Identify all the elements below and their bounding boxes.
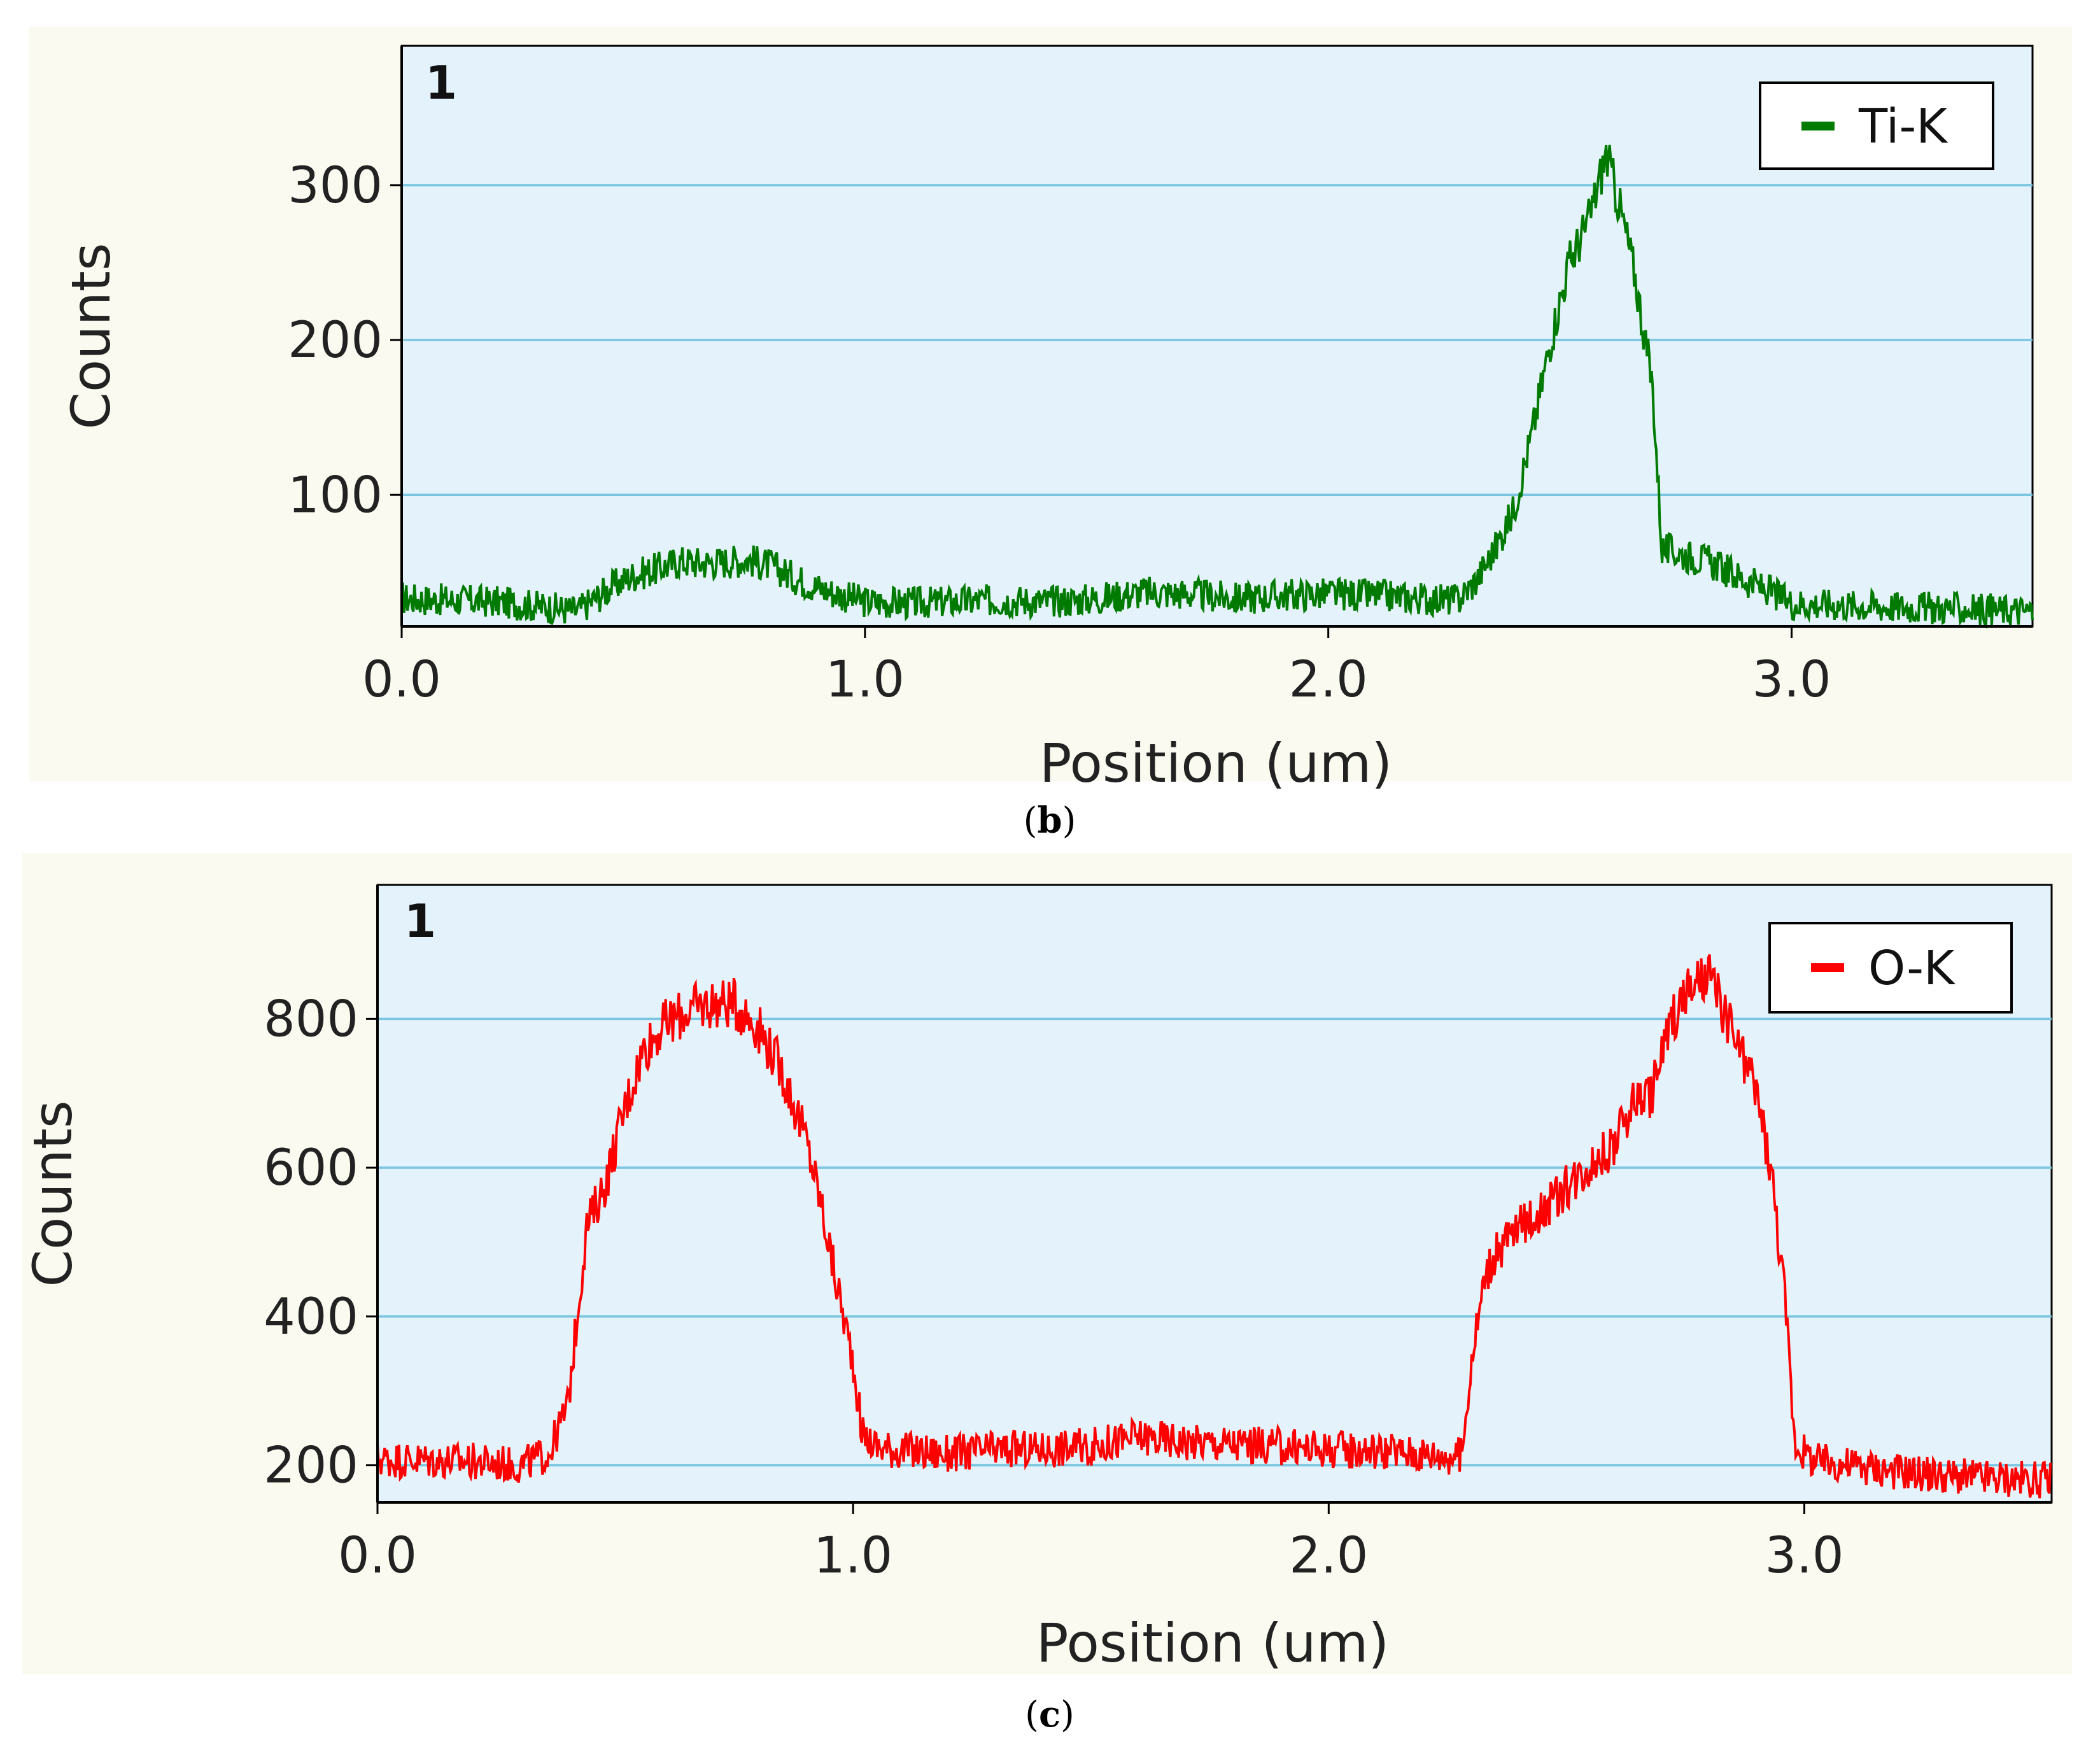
x-tick-label-c-0: 0.0 (338, 1527, 417, 1585)
panel-number-b: 1 (425, 56, 457, 110)
y-tick-label-c-0: 200 (264, 1438, 358, 1495)
caption-letter-c: c (1039, 1693, 1061, 1735)
caption-letter-b: b (1037, 800, 1062, 842)
x-ticks-b: 0.0 1.0 2.0 3.0 (362, 626, 1831, 709)
y-ticks-b: 100 200 300 (288, 157, 402, 524)
x-axis-title-c: Position (um) (1036, 1612, 1389, 1674)
y-tick-label-c-1: 400 (264, 1289, 358, 1346)
chart-panel-b: 0.0 1.0 2.0 3.0 100 200 300 1 Ti-K Position (… (29, 27, 2072, 795)
y-tick-label-b-1: 200 (288, 312, 383, 369)
series-line-o-k (376, 954, 2052, 1499)
x-tick-label-c-3: 3.0 (1765, 1527, 1843, 1585)
caption-b: (b) (1024, 800, 1076, 842)
y-ticks-c: 200 400 600 800 (264, 991, 377, 1495)
legend-box-c (1768, 922, 2013, 1014)
legend-label-o-k: O-K (1868, 941, 1956, 996)
x-tick-label-b-2: 2.0 (1289, 651, 1368, 709)
y-tick-label-c-3: 800 (264, 991, 358, 1048)
series-line-ti-k (400, 145, 2034, 630)
legend-box-b (1759, 81, 1994, 170)
y-tick-label-b-0: 100 (288, 467, 383, 524)
legend-c: O-K (1768, 922, 2013, 1014)
x-tick-label-c-2: 2.0 (1289, 1527, 1368, 1585)
panel-number-c: 1 (404, 894, 436, 948)
gridlines-b (402, 184, 2033, 497)
caption-c: (c) (1025, 1693, 1075, 1735)
x-tick-label-c-1: 1.0 (814, 1527, 892, 1585)
x-axis-title-b: Position (um) (1039, 732, 1392, 795)
x-ticks-c: 0.0 1.0 2.0 3.0 (338, 1502, 1844, 1585)
y-tick-label-c-2: 600 (264, 1140, 358, 1197)
y-axis-title-c: Counts (22, 1100, 84, 1287)
legend-label-ti-k: Ti-K (1858, 99, 1948, 154)
legend-b: Ti-K (1759, 81, 1994, 170)
y-tick-label-b-2: 300 (288, 157, 383, 215)
y-axis-title-b: Counts (60, 243, 122, 429)
x-tick-label-b-0: 0.0 (362, 651, 441, 709)
x-tick-label-b-1: 1.0 (826, 651, 905, 709)
x-tick-label-b-3: 3.0 (1752, 651, 1831, 709)
chart-panel-c: 0.0 1.0 2.0 3.0 200 400 600 800 1 O-K Position… (22, 853, 2072, 1674)
